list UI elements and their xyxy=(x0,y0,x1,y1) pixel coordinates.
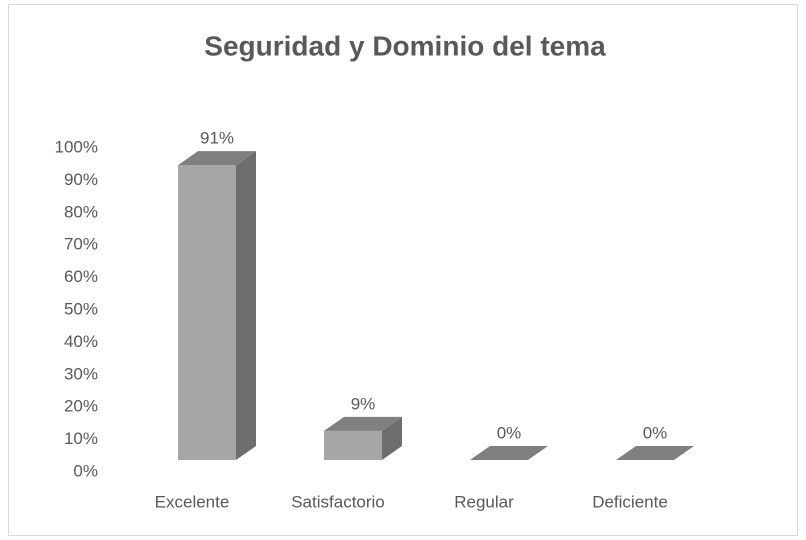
bar-top xyxy=(616,446,694,460)
y-tick-label: 60% xyxy=(64,267,98,286)
x-tick-label: Deficiente xyxy=(592,492,668,511)
bar-top xyxy=(470,446,548,460)
data-label: 9% xyxy=(351,394,376,413)
y-tick-label: 50% xyxy=(64,299,98,318)
bar xyxy=(616,446,694,460)
y-tick-label: 0% xyxy=(73,461,98,480)
bar xyxy=(324,416,402,460)
bar-side xyxy=(236,151,256,460)
y-tick-label: 10% xyxy=(64,429,98,448)
bar xyxy=(178,151,256,460)
bar xyxy=(470,446,548,460)
bar-front xyxy=(178,165,236,460)
bar-front xyxy=(324,430,382,460)
bar-top xyxy=(324,416,402,431)
y-tick-label: 40% xyxy=(64,332,98,351)
x-tick-label: Satisfactorio xyxy=(291,492,385,511)
y-tick-label: 100% xyxy=(55,137,98,156)
data-label: 91% xyxy=(200,129,234,148)
chart-title: Seguridad y Dominio del tema xyxy=(204,30,606,61)
bar-side xyxy=(382,416,402,460)
data-label: 0% xyxy=(497,423,522,442)
x-tick-label: Excelente xyxy=(155,492,230,511)
y-tick-label: 90% xyxy=(64,170,98,189)
y-tick-label: 80% xyxy=(64,202,98,221)
y-tick-label: 20% xyxy=(64,397,98,416)
y-tick-label: 70% xyxy=(64,235,98,254)
y-tick-label: 30% xyxy=(64,364,98,383)
data-label: 0% xyxy=(643,423,668,442)
x-tick-label: Regular xyxy=(454,492,514,511)
bar-top xyxy=(178,151,256,166)
